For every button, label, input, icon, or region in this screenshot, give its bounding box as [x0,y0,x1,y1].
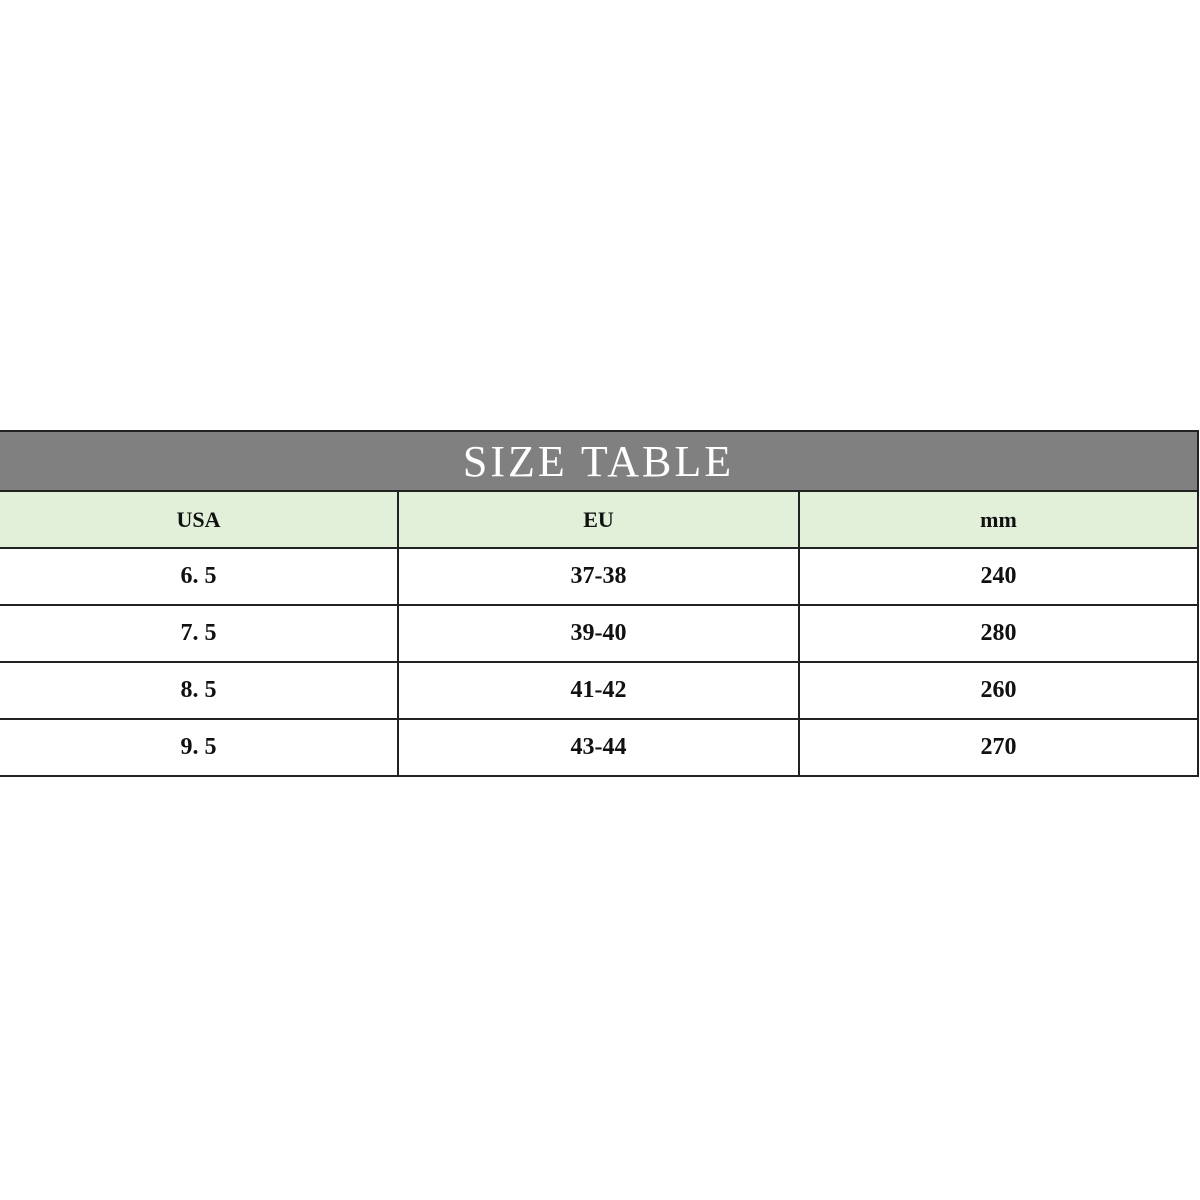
cell-usa: 8. 5 [0,663,399,718]
cell-usa: 7. 5 [0,606,399,661]
cell-eu: 37-38 [399,549,800,604]
cell-eu: 39-40 [399,606,800,661]
cell-eu: 43-44 [399,720,800,775]
cell-mm: 270 [800,720,1199,775]
cell-mm: 240 [800,549,1199,604]
header-eu: EU [399,492,800,547]
table-row: 8. 5 41-42 260 [0,663,1199,720]
header-usa: USA [0,492,399,547]
header-row: USA EU mm [0,492,1199,549]
table-title: SIZE TABLE [0,430,1199,492]
table-row: 6. 5 37-38 240 [0,549,1199,606]
cell-mm: 260 [800,663,1199,718]
cell-eu: 41-42 [399,663,800,718]
cell-usa: 9. 5 [0,720,399,775]
cell-mm: 280 [800,606,1199,661]
cell-usa: 6. 5 [0,549,399,604]
table-row: 9. 5 43-44 270 [0,720,1199,777]
header-mm: mm [800,492,1199,547]
table-row: 7. 5 39-40 280 [0,606,1199,663]
size-table: SIZE TABLE USA EU mm 6. 5 37-38 240 7. 5… [0,430,1199,777]
